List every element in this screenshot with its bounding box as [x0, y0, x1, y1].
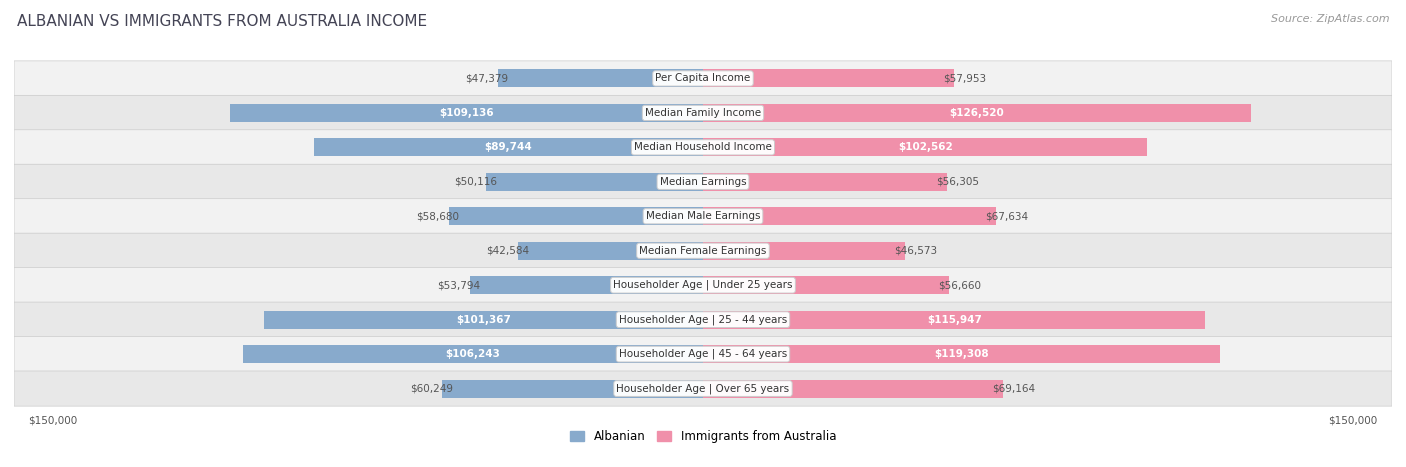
Text: $56,305: $56,305 [936, 177, 979, 187]
Bar [703, 104, 1251, 122]
Bar [703, 242, 905, 260]
FancyBboxPatch shape [14, 302, 1392, 337]
FancyBboxPatch shape [14, 337, 1392, 372]
Bar [486, 173, 703, 191]
Text: $119,308: $119,308 [934, 349, 988, 359]
Text: Per Capita Income: Per Capita Income [655, 73, 751, 84]
Bar [703, 345, 1220, 363]
Text: $53,794: $53,794 [437, 280, 481, 290]
Text: $115,947: $115,947 [927, 315, 981, 325]
Text: $47,379: $47,379 [465, 73, 509, 84]
Bar [470, 276, 703, 294]
Text: Median Female Earnings: Median Female Earnings [640, 246, 766, 256]
Text: $106,243: $106,243 [446, 349, 501, 359]
Text: $67,634: $67,634 [986, 211, 1028, 221]
FancyBboxPatch shape [14, 61, 1392, 96]
FancyBboxPatch shape [14, 164, 1392, 199]
Text: $69,164: $69,164 [991, 383, 1035, 394]
Text: Householder Age | Over 65 years: Householder Age | Over 65 years [616, 383, 790, 394]
Text: $57,953: $57,953 [943, 73, 987, 84]
Text: Median Male Earnings: Median Male Earnings [645, 211, 761, 221]
Text: $101,367: $101,367 [456, 315, 510, 325]
Bar [519, 242, 703, 260]
FancyBboxPatch shape [14, 130, 1392, 165]
Bar [703, 70, 955, 87]
Text: Householder Age | Under 25 years: Householder Age | Under 25 years [613, 280, 793, 290]
Text: $58,680: $58,680 [416, 211, 460, 221]
FancyBboxPatch shape [14, 95, 1392, 130]
Bar [449, 207, 703, 225]
Bar [703, 276, 949, 294]
Legend: Albanian, Immigrants from Australia: Albanian, Immigrants from Australia [565, 425, 841, 448]
Text: $46,573: $46,573 [894, 246, 936, 256]
Bar [441, 380, 703, 397]
Bar [314, 138, 703, 156]
Bar [703, 173, 948, 191]
FancyBboxPatch shape [14, 268, 1392, 303]
Text: ALBANIAN VS IMMIGRANTS FROM AUSTRALIA INCOME: ALBANIAN VS IMMIGRANTS FROM AUSTRALIA IN… [17, 14, 427, 29]
Bar [498, 70, 703, 87]
Text: $102,562: $102,562 [898, 142, 953, 152]
Text: $42,584: $42,584 [486, 246, 529, 256]
Text: $50,116: $50,116 [454, 177, 496, 187]
Bar [703, 380, 1002, 397]
Text: $89,744: $89,744 [485, 142, 533, 152]
FancyBboxPatch shape [14, 198, 1392, 234]
Text: Median Household Income: Median Household Income [634, 142, 772, 152]
Bar [231, 104, 703, 122]
Text: $126,520: $126,520 [949, 108, 1004, 118]
Bar [243, 345, 703, 363]
Bar [264, 311, 703, 329]
Bar [703, 311, 1205, 329]
FancyBboxPatch shape [14, 371, 1392, 406]
Text: $60,249: $60,249 [409, 383, 453, 394]
Text: $56,660: $56,660 [938, 280, 980, 290]
Text: Source: ZipAtlas.com: Source: ZipAtlas.com [1271, 14, 1389, 24]
Text: Householder Age | 45 - 64 years: Householder Age | 45 - 64 years [619, 349, 787, 359]
Text: Median Earnings: Median Earnings [659, 177, 747, 187]
Text: Median Family Income: Median Family Income [645, 108, 761, 118]
FancyBboxPatch shape [14, 233, 1392, 269]
Text: $109,136: $109,136 [439, 108, 494, 118]
Bar [703, 138, 1147, 156]
Bar [703, 207, 995, 225]
Text: Householder Age | 25 - 44 years: Householder Age | 25 - 44 years [619, 314, 787, 325]
